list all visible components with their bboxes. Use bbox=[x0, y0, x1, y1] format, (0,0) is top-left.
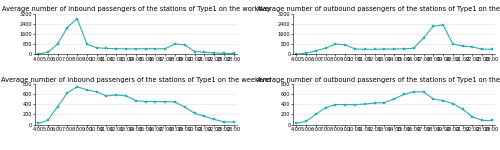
Title: Average number of inbound passengers of the stations of Type1 on the weekend: Average number of inbound passengers of … bbox=[1, 77, 271, 83]
Title: Average number of inbound passengers of the stations of Type1 on the workday: Average number of inbound passengers of … bbox=[2, 6, 270, 12]
Title: Average number of outbound passengers of the stations of Type1 on the workday: Average number of outbound passengers of… bbox=[258, 6, 500, 12]
Title: Average number of outbound passengers of the stations of Type1 on the weekend: Average number of outbound passengers of… bbox=[256, 77, 500, 83]
